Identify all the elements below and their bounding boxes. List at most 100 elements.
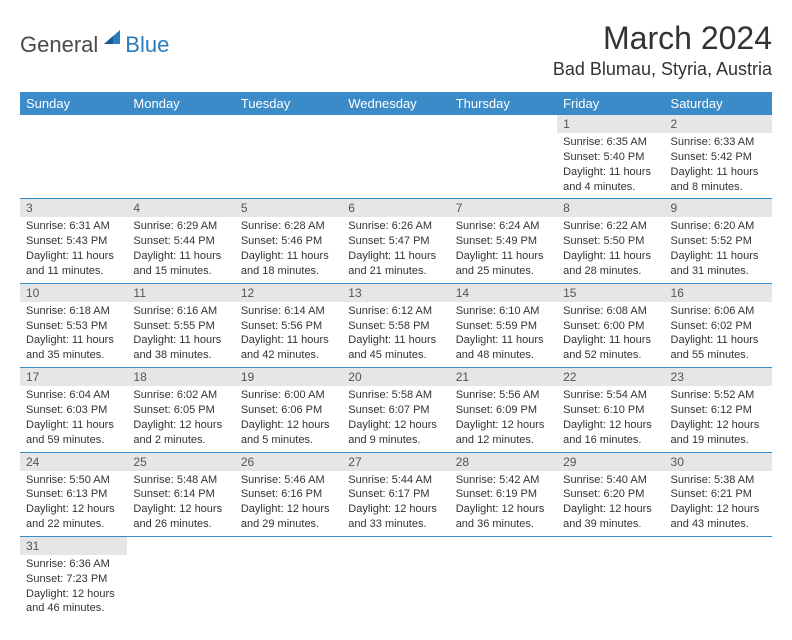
day-number: 9 [665, 199, 772, 217]
calendar-week: 1Sunrise: 6:35 AMSunset: 5:40 PMDaylight… [20, 115, 772, 199]
day-number: 10 [20, 284, 127, 302]
location: Bad Blumau, Styria, Austria [553, 59, 772, 80]
calendar: SundayMondayTuesdayWednesdayThursdayFrid… [20, 92, 772, 620]
weekday-header: Thursday [450, 92, 557, 115]
logo: General Blue [20, 28, 169, 61]
day-number: 26 [235, 453, 342, 471]
header: General Blue March 2024 Bad Blumau, Styr… [20, 20, 772, 80]
weekday-header: Tuesday [235, 92, 342, 115]
calendar-cell [235, 536, 342, 620]
day-content: Sunrise: 6:02 AMSunset: 6:05 PMDaylight:… [127, 386, 234, 451]
day-content: Sunrise: 5:50 AMSunset: 6:13 PMDaylight:… [20, 471, 127, 536]
calendar-cell: 21Sunrise: 5:56 AMSunset: 6:09 PMDayligh… [450, 368, 557, 452]
calendar-cell: 24Sunrise: 5:50 AMSunset: 6:13 PMDayligh… [20, 452, 127, 536]
day-number: 30 [665, 453, 772, 471]
weekday-header: Saturday [665, 92, 772, 115]
calendar-cell: 27Sunrise: 5:44 AMSunset: 6:17 PMDayligh… [342, 452, 449, 536]
day-number: 1 [557, 115, 664, 133]
day-content: Sunrise: 5:46 AMSunset: 6:16 PMDaylight:… [235, 471, 342, 536]
day-number: 27 [342, 453, 449, 471]
day-content: Sunrise: 6:26 AMSunset: 5:47 PMDaylight:… [342, 217, 449, 282]
calendar-cell [665, 536, 772, 620]
calendar-cell: 14Sunrise: 6:10 AMSunset: 5:59 PMDayligh… [450, 283, 557, 367]
calendar-cell: 20Sunrise: 5:58 AMSunset: 6:07 PMDayligh… [342, 368, 449, 452]
day-number: 24 [20, 453, 127, 471]
calendar-cell: 17Sunrise: 6:04 AMSunset: 6:03 PMDayligh… [20, 368, 127, 452]
calendar-cell: 16Sunrise: 6:06 AMSunset: 6:02 PMDayligh… [665, 283, 772, 367]
day-content: Sunrise: 6:28 AMSunset: 5:46 PMDaylight:… [235, 217, 342, 282]
weekday-header: Wednesday [342, 92, 449, 115]
day-content: Sunrise: 6:10 AMSunset: 5:59 PMDaylight:… [450, 302, 557, 367]
calendar-cell: 2Sunrise: 6:33 AMSunset: 5:42 PMDaylight… [665, 115, 772, 199]
calendar-cell: 31Sunrise: 6:36 AMSunset: 7:23 PMDayligh… [20, 536, 127, 620]
day-content: Sunrise: 6:31 AMSunset: 5:43 PMDaylight:… [20, 217, 127, 282]
day-number: 12 [235, 284, 342, 302]
calendar-cell: 22Sunrise: 5:54 AMSunset: 6:10 PMDayligh… [557, 368, 664, 452]
day-number: 8 [557, 199, 664, 217]
calendar-week: 24Sunrise: 5:50 AMSunset: 6:13 PMDayligh… [20, 452, 772, 536]
day-number: 17 [20, 368, 127, 386]
calendar-cell: 28Sunrise: 5:42 AMSunset: 6:19 PMDayligh… [450, 452, 557, 536]
day-number: 3 [20, 199, 127, 217]
calendar-cell [557, 536, 664, 620]
calendar-cell [127, 115, 234, 199]
day-number: 18 [127, 368, 234, 386]
day-content: Sunrise: 6:24 AMSunset: 5:49 PMDaylight:… [450, 217, 557, 282]
calendar-cell: 25Sunrise: 5:48 AMSunset: 6:14 PMDayligh… [127, 452, 234, 536]
weekday-header: Sunday [20, 92, 127, 115]
day-content: Sunrise: 6:22 AMSunset: 5:50 PMDaylight:… [557, 217, 664, 282]
day-content: Sunrise: 6:18 AMSunset: 5:53 PMDaylight:… [20, 302, 127, 367]
calendar-cell: 26Sunrise: 5:46 AMSunset: 6:16 PMDayligh… [235, 452, 342, 536]
day-content: Sunrise: 6:14 AMSunset: 5:56 PMDaylight:… [235, 302, 342, 367]
calendar-cell: 6Sunrise: 6:26 AMSunset: 5:47 PMDaylight… [342, 199, 449, 283]
day-number: 2 [665, 115, 772, 133]
calendar-cell: 19Sunrise: 6:00 AMSunset: 6:06 PMDayligh… [235, 368, 342, 452]
calendar-cell: 12Sunrise: 6:14 AMSunset: 5:56 PMDayligh… [235, 283, 342, 367]
calendar-cell: 30Sunrise: 5:38 AMSunset: 6:21 PMDayligh… [665, 452, 772, 536]
calendar-week: 10Sunrise: 6:18 AMSunset: 5:53 PMDayligh… [20, 283, 772, 367]
calendar-cell [235, 115, 342, 199]
logo-text-general: General [20, 32, 98, 58]
weekday-header: Monday [127, 92, 234, 115]
day-number: 4 [127, 199, 234, 217]
calendar-cell [450, 536, 557, 620]
calendar-body: 1Sunrise: 6:35 AMSunset: 5:40 PMDaylight… [20, 115, 772, 620]
logo-text-blue: Blue [125, 32, 169, 58]
month-title: March 2024 [553, 20, 772, 57]
day-content: Sunrise: 6:00 AMSunset: 6:06 PMDaylight:… [235, 386, 342, 451]
calendar-cell [127, 536, 234, 620]
day-content: Sunrise: 5:40 AMSunset: 6:20 PMDaylight:… [557, 471, 664, 536]
calendar-cell [20, 115, 127, 199]
day-content: Sunrise: 5:58 AMSunset: 6:07 PMDaylight:… [342, 386, 449, 451]
calendar-cell: 3Sunrise: 6:31 AMSunset: 5:43 PMDaylight… [20, 199, 127, 283]
day-number: 11 [127, 284, 234, 302]
day-content: Sunrise: 6:36 AMSunset: 7:23 PMDaylight:… [20, 555, 127, 620]
title-block: March 2024 Bad Blumau, Styria, Austria [553, 20, 772, 80]
calendar-week: 3Sunrise: 6:31 AMSunset: 5:43 PMDaylight… [20, 199, 772, 283]
day-content: Sunrise: 5:48 AMSunset: 6:14 PMDaylight:… [127, 471, 234, 536]
logo-sail-icon [102, 28, 124, 51]
calendar-cell: 9Sunrise: 6:20 AMSunset: 5:52 PMDaylight… [665, 199, 772, 283]
calendar-cell [342, 536, 449, 620]
calendar-cell: 4Sunrise: 6:29 AMSunset: 5:44 PMDaylight… [127, 199, 234, 283]
weekday-header-row: SundayMondayTuesdayWednesdayThursdayFrid… [20, 92, 772, 115]
day-number: 19 [235, 368, 342, 386]
day-content: Sunrise: 5:42 AMSunset: 6:19 PMDaylight:… [450, 471, 557, 536]
calendar-cell: 11Sunrise: 6:16 AMSunset: 5:55 PMDayligh… [127, 283, 234, 367]
calendar-cell [450, 115, 557, 199]
day-content: Sunrise: 5:54 AMSunset: 6:10 PMDaylight:… [557, 386, 664, 451]
calendar-cell: 18Sunrise: 6:02 AMSunset: 6:05 PMDayligh… [127, 368, 234, 452]
day-content: Sunrise: 6:12 AMSunset: 5:58 PMDaylight:… [342, 302, 449, 367]
calendar-cell: 1Sunrise: 6:35 AMSunset: 5:40 PMDaylight… [557, 115, 664, 199]
day-number: 31 [20, 537, 127, 555]
day-number: 5 [235, 199, 342, 217]
calendar-cell: 7Sunrise: 6:24 AMSunset: 5:49 PMDaylight… [450, 199, 557, 283]
calendar-week: 17Sunrise: 6:04 AMSunset: 6:03 PMDayligh… [20, 368, 772, 452]
day-number: 16 [665, 284, 772, 302]
calendar-cell: 5Sunrise: 6:28 AMSunset: 5:46 PMDaylight… [235, 199, 342, 283]
day-number: 6 [342, 199, 449, 217]
day-number: 23 [665, 368, 772, 386]
calendar-cell [342, 115, 449, 199]
day-content: Sunrise: 6:04 AMSunset: 6:03 PMDaylight:… [20, 386, 127, 451]
day-content: Sunrise: 5:44 AMSunset: 6:17 PMDaylight:… [342, 471, 449, 536]
